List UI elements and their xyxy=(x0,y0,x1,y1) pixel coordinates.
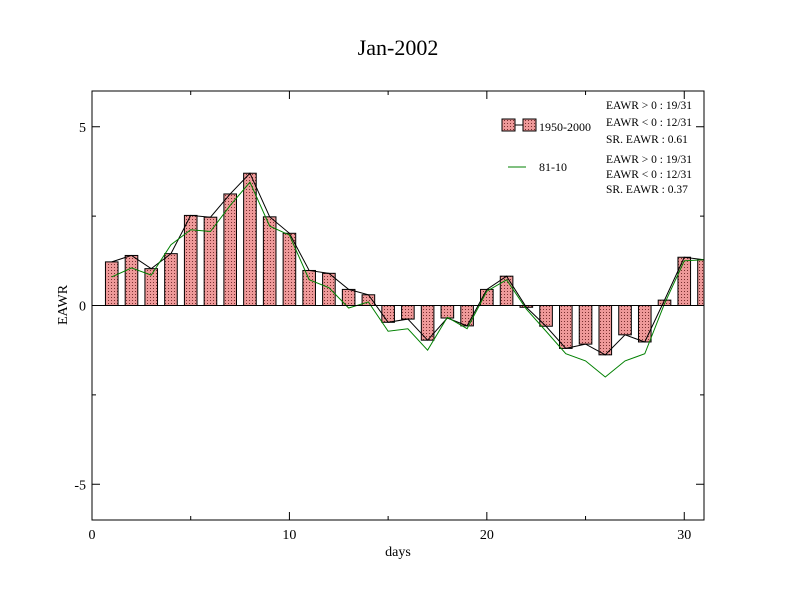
bar-day-24 xyxy=(559,305,573,349)
y-tick-label: 5 xyxy=(79,121,86,136)
bar-day-6 xyxy=(203,216,218,306)
axes: 0 10 20 30 -5 0 5 xyxy=(74,91,704,543)
line-series xyxy=(111,172,705,378)
x-tick-label: 20 xyxy=(480,528,494,543)
bar-day-28 xyxy=(637,305,652,343)
legend-label-81-10: 81-10 xyxy=(539,160,567,174)
x-tick-label: 10 xyxy=(282,528,296,543)
bar-day-2 xyxy=(124,254,139,306)
bar-day-12 xyxy=(322,272,336,307)
bar-day-27 xyxy=(618,305,632,336)
annotation-text: SR. EAWR : 0.61 xyxy=(606,134,688,146)
bar-day-18 xyxy=(440,305,455,319)
bar-day-16 xyxy=(401,305,415,320)
annotation-text: SR. EAWR : 0.37 xyxy=(606,184,688,196)
bar-day-5 xyxy=(183,214,198,306)
y-tick-label: -5 xyxy=(74,478,86,493)
line-1950-2000 xyxy=(111,172,705,356)
bar-day-1 xyxy=(104,261,119,307)
bar-day-4 xyxy=(164,253,178,307)
bar-series-1950-2000 xyxy=(104,172,705,356)
bar-day-31 xyxy=(697,259,705,306)
bar-day-15 xyxy=(381,305,395,323)
chart-title: Jan-2002 xyxy=(358,35,439,60)
x-tick-label: 0 xyxy=(89,528,96,543)
legend-label-1950-2000: 1950-2000 xyxy=(539,120,591,134)
annotation-text: EAWR < 0 : 12/31 xyxy=(606,117,692,129)
bar-day-9 xyxy=(262,216,277,306)
bar-day-19 xyxy=(460,305,474,327)
legend: 1950-2000 81-10 xyxy=(501,118,591,174)
bar-day-26 xyxy=(598,305,613,356)
annotation-81-10: EAWR > 0 : 19/31 EAWR < 0 : 12/31 SR. EA… xyxy=(606,154,692,196)
annotation-1950-2000: EAWR > 0 : 19/31 EAWR < 0 : 12/31 SR. EA… xyxy=(606,100,692,146)
annotation-text: EAWR < 0 : 12/31 xyxy=(606,169,692,181)
y-axis-label: EAWR xyxy=(56,284,71,325)
x-axis-label: days xyxy=(385,545,411,560)
legend-swatch-1950-2000-b xyxy=(522,118,537,132)
line-81-10 xyxy=(111,181,705,378)
bar-day-23 xyxy=(539,305,553,327)
legend-swatch-1950-2000 xyxy=(501,118,516,132)
bar-day-11 xyxy=(302,269,316,306)
bar-day-25 xyxy=(578,305,593,345)
annotation-text: EAWR > 0 : 19/31 xyxy=(606,100,692,112)
x-tick-label: 30 xyxy=(677,528,691,543)
annotation-text: EAWR > 0 : 19/31 xyxy=(606,154,692,166)
y-tick-label: 0 xyxy=(79,300,86,315)
bar-day-30 xyxy=(677,256,692,306)
